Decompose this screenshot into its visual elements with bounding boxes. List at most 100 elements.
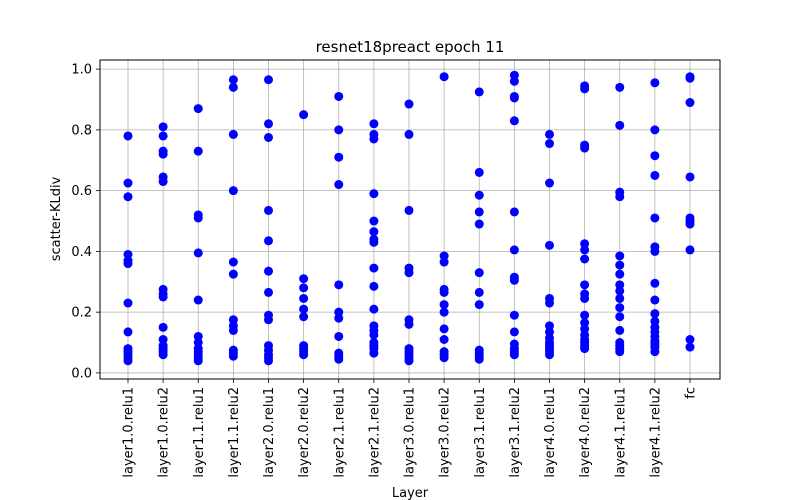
data-point xyxy=(264,236,273,246)
y-tick-label: 0.6 xyxy=(71,184,92,199)
chart-title: resnet18preact epoch 11 xyxy=(316,38,505,56)
x-tick-label: layer1.0.relu1 xyxy=(122,387,137,478)
data-point xyxy=(474,219,484,229)
data-point xyxy=(193,104,203,114)
data-point xyxy=(439,257,449,267)
data-point xyxy=(334,280,344,290)
data-point xyxy=(650,125,660,135)
data-point xyxy=(228,325,238,335)
data-point xyxy=(228,269,238,279)
data-point xyxy=(264,75,273,85)
data-point xyxy=(193,356,203,366)
data-point xyxy=(264,132,273,142)
data-point xyxy=(509,76,519,86)
data-point xyxy=(650,213,660,223)
data-point xyxy=(404,356,414,366)
data-point xyxy=(650,246,660,256)
data-point xyxy=(369,216,379,226)
x-tick-label: layer4.1.relu1 xyxy=(613,387,628,478)
data-point xyxy=(650,347,660,357)
data-point xyxy=(615,120,625,130)
data-point xyxy=(264,287,273,297)
data-point xyxy=(404,205,414,215)
data-point xyxy=(158,350,168,360)
data-point xyxy=(228,75,238,85)
data-point xyxy=(685,73,695,83)
data-point xyxy=(228,186,238,196)
data-point xyxy=(369,237,379,247)
x-tick-label: layer4.1.relu2 xyxy=(648,387,663,478)
data-point xyxy=(580,143,590,153)
data-point xyxy=(509,310,519,320)
data-point xyxy=(615,347,625,357)
y-tick-label: 0.8 xyxy=(71,123,92,138)
data-point xyxy=(299,293,309,303)
data-point xyxy=(404,129,414,139)
data-point xyxy=(580,254,590,264)
data-point xyxy=(615,269,625,279)
x-axis: layer1.0.relu1 layer1.0.relu2 layer1.1.rel… xyxy=(122,379,699,478)
data-point xyxy=(615,251,625,261)
y-tick-label: 0.2 xyxy=(71,306,92,321)
data-point xyxy=(650,78,660,88)
data-point xyxy=(615,192,625,202)
data-point xyxy=(369,330,379,340)
data-point xyxy=(404,99,414,109)
data-point xyxy=(474,87,484,97)
data-point xyxy=(193,146,203,156)
data-point xyxy=(299,283,309,293)
data-point xyxy=(580,280,590,290)
data-point xyxy=(474,354,484,364)
data-point xyxy=(369,304,379,314)
data-point xyxy=(474,300,484,310)
data-point xyxy=(509,327,519,337)
data-point xyxy=(228,82,238,92)
data-point xyxy=(334,91,344,101)
data-point xyxy=(474,207,484,217)
y-tick-label: 1.0 xyxy=(71,63,92,78)
data-point xyxy=(158,292,168,302)
data-point xyxy=(474,268,484,278)
data-point xyxy=(158,131,168,141)
data-point xyxy=(158,122,168,132)
data-point xyxy=(650,309,660,319)
data-point xyxy=(193,248,203,258)
data-point xyxy=(615,293,625,303)
data-point xyxy=(299,350,309,360)
data-point xyxy=(439,353,449,363)
x-tick-label: layer2.0.relu2 xyxy=(297,387,312,478)
data-point xyxy=(334,354,344,364)
data-point xyxy=(299,304,309,314)
data-point xyxy=(299,110,309,120)
data-point xyxy=(615,312,625,322)
data-point xyxy=(264,266,273,276)
y-axis: 0.0 0.2 0.4 0.6 0.8 1.0 xyxy=(71,63,100,381)
data-point xyxy=(123,356,133,366)
data-point xyxy=(299,312,309,322)
data-point xyxy=(580,245,590,255)
data-point xyxy=(193,213,203,223)
data-point xyxy=(439,72,449,82)
data-point xyxy=(615,260,625,270)
data-point xyxy=(299,274,309,284)
data-point xyxy=(509,116,519,126)
data-point xyxy=(334,152,344,162)
data-point xyxy=(580,310,590,320)
data-point xyxy=(580,344,590,354)
data-point xyxy=(404,319,414,329)
x-tick-label: layer3.0.relu2 xyxy=(438,387,453,478)
data-point xyxy=(123,192,133,202)
y-tick-label: 0.0 xyxy=(71,366,92,381)
data-point xyxy=(369,263,379,273)
data-point xyxy=(123,131,133,141)
y-tick-label: 0.4 xyxy=(71,245,92,260)
x-tick-label: layer1.1.relu1 xyxy=(192,387,207,478)
x-tick-label: layer2.1.relu1 xyxy=(332,387,347,478)
data-point xyxy=(685,98,695,108)
data-point xyxy=(334,125,344,135)
data-point xyxy=(123,178,133,188)
data-point xyxy=(509,93,519,103)
data-point xyxy=(545,298,554,308)
x-tick-label: layer3.0.relu1 xyxy=(403,387,418,478)
